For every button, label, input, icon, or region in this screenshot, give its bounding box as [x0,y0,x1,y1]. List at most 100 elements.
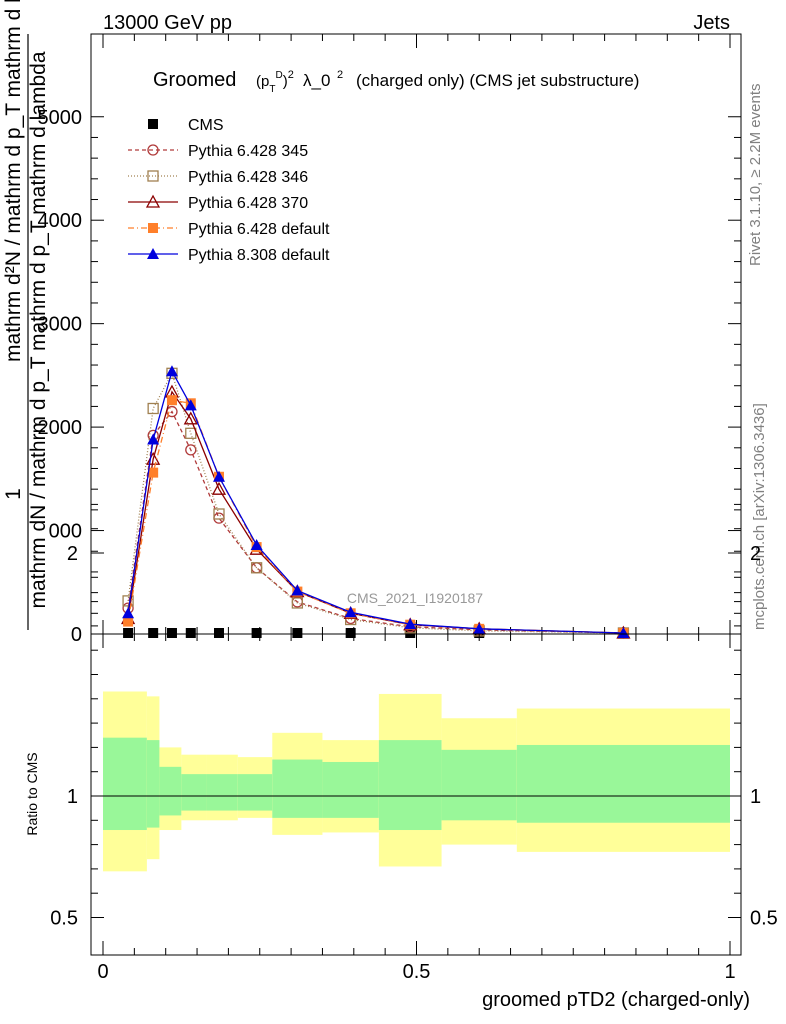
data-point [166,628,177,638]
title-ptd-symbol: (pTD)2 [256,69,294,95]
data-point [185,628,196,638]
data-point [473,622,486,634]
title-note: (charged only) (CMS jet substructure) [356,71,639,90]
data-point [213,628,224,638]
data-point [148,119,158,129]
ratio-band-green [181,774,207,811]
data-point [147,144,159,156]
ratio-y-tick-label-right: 1 [750,786,761,808]
header-left: 13000 GeV pp [103,12,232,34]
legend-item: Pythia 6.428 default [128,221,330,238]
chart-title: Groomed (pTD)2 λ_0 2 (charged only) (CMS… [153,69,639,95]
data-point [166,395,177,406]
ratio-y-tick-label: 2 [67,543,78,565]
y-label-one: 1 [2,488,25,500]
ratio-y-tick-label-right: 2 [750,543,761,565]
legend-item: Pythia 8.308 default [128,247,330,264]
main-y-label: 1 mathrm dN / mathrm d p_T mathrm d p_T … [2,0,50,630]
data-point [122,595,134,607]
series-pythia-8-308-default [122,365,630,638]
data-point [183,411,198,425]
data-point [185,444,197,456]
data-point [148,223,158,233]
main-y-tick-label: 0 [71,624,82,646]
ratio-band-green [322,761,379,818]
main-y-tick-label: 5000 [38,107,83,129]
data-point [404,618,417,630]
legend-label: Pythia 6.428 370 [188,195,308,212]
data-point [250,562,263,574]
legend-item: Pythia 6.428 346 [128,169,308,186]
legend-label: Pythia 6.428 345 [188,143,308,160]
data-point [344,606,357,618]
legend-label: Pythia 6.428 default [188,221,330,238]
main-y-tick-label: 3000 [38,314,83,336]
main-y-tick-label: 4000 [38,210,83,232]
header-right: Jets [693,12,730,34]
series-cms [123,628,629,638]
ratio-y-tick-label: 0.5 [50,908,78,930]
ratio-y-label: Ratio to CMS [24,752,40,835]
data-point [211,481,227,495]
x-tick-label: 0 [97,961,108,983]
legend-label: CMS [188,117,224,134]
title-prefix: Groomed [153,69,236,91]
mcplots-label: mcplots.cern.ch [arXiv:1306.3436] [751,403,768,630]
analysis-watermark: CMS_2021_I1920187 [347,590,483,606]
data-point [345,628,356,638]
data-point [122,607,135,619]
legend-item: Pythia 6.428 370 [128,194,308,212]
ratio-y-tick-label: 1 [67,786,78,808]
data-point [147,248,159,259]
ratio-band-green [378,740,442,831]
ratio-panel: 0.5 0.51 12 2 0 0.5 1 Ratio to CMS groomed pT… [24,503,778,1011]
data-point [148,467,159,478]
legend-item: Pythia 6.428 345 [128,143,308,160]
legend-label: Pythia 8.308 default [188,247,330,264]
data-point [165,365,178,377]
ratio-y-axis: 0.5 0.5 1 1 2 2 [50,503,778,930]
ratio-bands [103,691,730,872]
ratio-band-green [103,737,147,831]
ratio-band-green [516,744,730,823]
ratio-y-tick-label-right: 0.5 [750,908,778,930]
ratio-band-green [237,774,273,811]
data-point [213,508,225,520]
ratio-band-green [272,759,323,818]
x-tick-label: 0.5 [403,961,431,983]
ratio-band-green [146,740,160,828]
data-point [184,399,197,411]
series-line [127,410,624,634]
main-y-tick-label: 2000 [38,417,83,439]
x-tick-label: 1 [724,961,735,983]
ratio-band-green [206,774,238,811]
data-point [123,628,134,638]
data-point [291,597,304,609]
data-point [251,628,262,638]
data-point [617,626,630,638]
data-point [292,628,303,638]
data-point [145,194,161,208]
data-point [147,433,160,445]
data-point [148,628,159,638]
y-label-main: mathrm dN / mathrm d p_T mathrm d p_T ma… [27,51,50,608]
data-point [291,584,304,596]
title-lambda: λ_0 [303,71,330,90]
data-point [123,616,134,627]
ratio-x-axis: 0 0.5 1 [97,634,736,983]
data-point [147,402,159,415]
data-point [147,170,159,182]
y-label-overlay: mathrm d²N / mathrm d p_T mathrm d lambd… [2,0,25,362]
ratio-band-green [159,766,182,816]
data-point [185,427,197,439]
legend-item: CMS [148,117,224,134]
data-point [212,470,225,482]
series-line [127,371,624,634]
x-axis-label: groomed pTD2 (charged-only) [482,989,750,1011]
title-exponent: 2 [337,69,343,81]
legend-label: Pythia 6.428 346 [188,169,308,186]
rivet-label: Rivet 3.1.10, ≥ 2.2M events [747,84,764,267]
